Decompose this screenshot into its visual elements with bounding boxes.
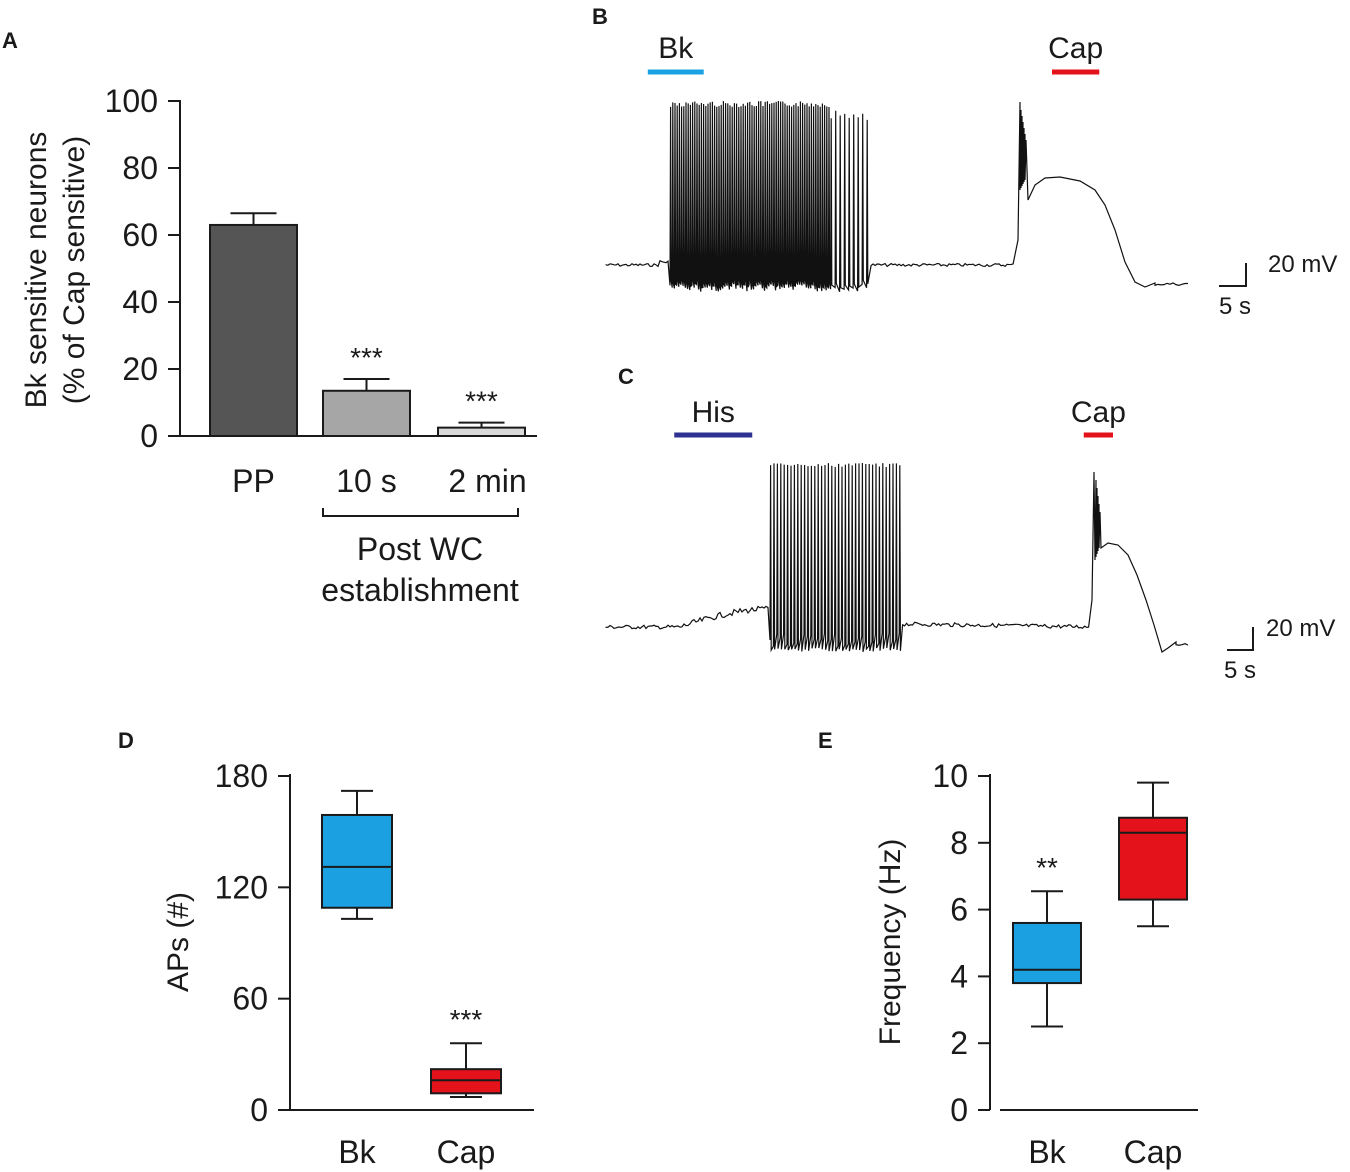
y-tick-label: 6 <box>950 892 968 928</box>
panel-e: E Frequency (Hz) 0 2 4 6 8 10 ** Bk Cap <box>818 728 1198 1170</box>
y-axis-title-line1: Bk sensitive neurons <box>20 132 53 409</box>
category-label: 2 min <box>448 463 526 499</box>
scale-bar <box>1227 627 1254 651</box>
panel-letter-b: B <box>592 4 608 29</box>
group-bracket <box>322 508 519 517</box>
bar <box>209 223 298 437</box>
y-tick-label: 10 <box>932 758 968 794</box>
y-tick-label: 2 <box>950 1025 968 1061</box>
y-tick-label: 60 <box>232 981 268 1017</box>
panel-a: A Bk sensitive neurons (% of Cap sensiti… <box>2 28 537 608</box>
group-label-line2: establishment <box>321 572 519 608</box>
significance-label: *** <box>350 342 383 373</box>
y-axis-title: APs (#) <box>162 892 195 992</box>
drug-label: Cap <box>1071 396 1126 429</box>
scale-voltage: 20 mV <box>1268 251 1337 278</box>
category-label: Bk <box>338 1134 376 1170</box>
voltage-trace <box>605 101 1189 293</box>
y-tick-label: 40 <box>122 284 158 320</box>
scale-time: 5 s <box>1219 293 1251 320</box>
y-tick-label: 180 <box>215 758 268 794</box>
significance-label: *** <box>465 386 498 417</box>
scale-voltage: 20 mV <box>1266 615 1335 642</box>
category-label: Cap <box>1124 1134 1183 1170</box>
y-tick-label: 120 <box>215 869 268 905</box>
y-tick-label: 100 <box>105 83 158 119</box>
panel-letter-a: A <box>2 28 18 53</box>
significance-label: ** <box>1036 852 1058 883</box>
y-axis-title: Frequency (Hz) <box>874 839 907 1046</box>
voltage-trace <box>605 463 1189 653</box>
y-tick-label: 60 <box>122 217 158 253</box>
scale-time: 5 s <box>1224 657 1256 684</box>
panel-b: B Bk Cap 20 mV 5 s <box>592 4 1337 320</box>
panel-letter-d: D <box>118 728 134 753</box>
group-label-line1: Post WC <box>357 531 483 567</box>
bar <box>322 389 411 437</box>
y-tick-label: 80 <box>122 150 158 186</box>
panel-d: D APs (#) 0 60 120 180 Bk *** Cap <box>118 728 534 1170</box>
y-axis-title-line2: (% of Cap sensitive) <box>58 136 91 404</box>
y-tick-label: 0 <box>140 418 158 454</box>
y-tick-label: 8 <box>950 825 968 861</box>
y-tick-label: 4 <box>950 958 968 994</box>
drug-label: His <box>692 396 735 429</box>
drug-label: Cap <box>1048 32 1103 65</box>
bar <box>437 426 526 437</box>
y-tick-label: 20 <box>122 351 158 387</box>
box <box>1118 816 1188 901</box>
y-tick-label: 0 <box>950 1092 968 1128</box>
category-label: PP <box>232 463 275 499</box>
box <box>1012 921 1082 985</box>
significance-label: *** <box>450 1004 483 1035</box>
drug-label: Bk <box>658 32 694 65</box>
category-label: Bk <box>1028 1134 1066 1170</box>
panel-letter-c: C <box>618 364 634 389</box>
y-tick-label: 0 <box>250 1092 268 1128</box>
panel-letter-e: E <box>818 728 833 753</box>
box <box>321 813 393 909</box>
category-label: 10 s <box>336 463 396 499</box>
category-label: Cap <box>437 1134 496 1170</box>
panel-c: C His Cap 20 mV 5 s <box>605 364 1335 684</box>
scale-bar <box>1219 263 1247 287</box>
